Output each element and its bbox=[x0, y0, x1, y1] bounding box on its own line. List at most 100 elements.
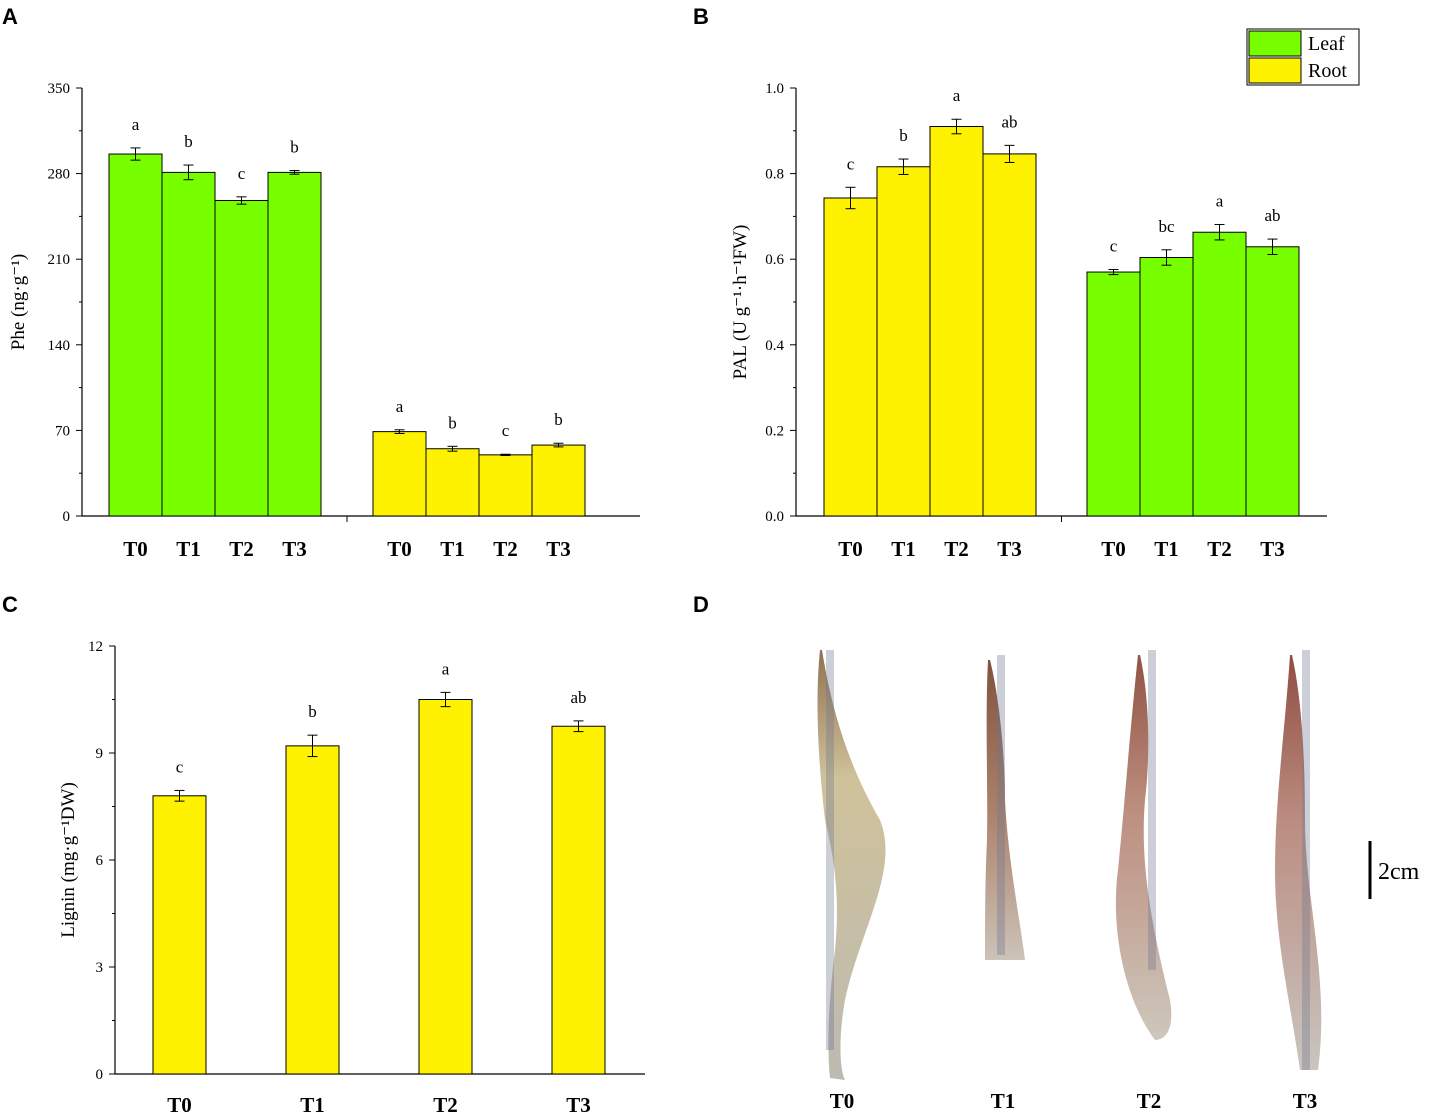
category-label: T1 bbox=[1154, 537, 1179, 561]
category-label: T1 bbox=[440, 537, 465, 561]
y-axis-title: PAL (U g⁻¹·h⁻¹FW) bbox=[730, 225, 751, 380]
bar bbox=[108, 153, 163, 517]
root-specimen-t3 bbox=[1275, 650, 1322, 1070]
category-label: T0 bbox=[387, 537, 412, 561]
significance-letter: ab bbox=[570, 688, 586, 707]
significance-letter: a bbox=[442, 659, 450, 678]
chart-pal: 0.0 0.2 0.4 0.6 0.8 1.0 PAL (U g⁻¹·h⁻¹FW) c T0 b T… bbox=[730, 81, 1327, 561]
y-tick-label: 0 bbox=[63, 509, 71, 525]
significance-letter: c bbox=[502, 421, 510, 440]
significance-letter: c bbox=[238, 164, 246, 183]
bar bbox=[551, 725, 606, 1075]
significance-letter: b bbox=[290, 138, 299, 157]
category-label: T3 bbox=[1260, 537, 1285, 561]
category-label: T2 bbox=[944, 537, 969, 561]
photo-label-t2: T2 bbox=[1137, 1089, 1162, 1113]
y-tick-label: 1.0 bbox=[765, 81, 784, 97]
y-tick-label: 0.2 bbox=[765, 423, 784, 439]
y-axis-title: Lignin (mg·g⁻¹DW) bbox=[58, 782, 79, 938]
y-tick-label: 140 bbox=[48, 338, 71, 354]
bar bbox=[1086, 271, 1141, 517]
y-tick-label: 6 bbox=[96, 853, 104, 869]
root-specimen-t1 bbox=[985, 655, 1025, 960]
panel-label-d: D bbox=[693, 592, 709, 617]
root-photo: 2cm T0 T1 T2 T3 bbox=[817, 650, 1420, 1113]
panel-label-a: A bbox=[2, 4, 18, 29]
photo-label-t0: T0 bbox=[830, 1089, 855, 1113]
y-tick-label: 0.0 bbox=[765, 509, 784, 525]
y-tick-label: 0 bbox=[96, 1067, 104, 1083]
bar bbox=[531, 444, 586, 517]
root-specimen-t0 bbox=[817, 650, 886, 1080]
chart-lignin: 0 3 6 9 12 Lignin (mg·g⁻¹DW) c T0 b T1 a T2 ab T3 bbox=[58, 639, 645, 1113]
category-label: T2 bbox=[1207, 537, 1232, 561]
significance-letter: a bbox=[953, 86, 961, 105]
significance-letter: a bbox=[132, 115, 140, 134]
bar bbox=[161, 171, 216, 517]
y-tick-label: 0.4 bbox=[765, 338, 784, 354]
category-label: T3 bbox=[997, 537, 1022, 561]
y-tick-label: 9 bbox=[96, 746, 104, 762]
bar bbox=[152, 795, 207, 1075]
y-tick-label: 350 bbox=[48, 81, 71, 97]
photo-label-t1: T1 bbox=[991, 1089, 1016, 1113]
legend-swatch-leaf bbox=[1248, 30, 1302, 57]
y-axis-title: Phe (ng·g⁻¹) bbox=[8, 254, 29, 350]
category-label: T3 bbox=[282, 537, 307, 561]
legend-swatch-root bbox=[1248, 57, 1302, 84]
bar bbox=[372, 431, 427, 517]
bar bbox=[982, 153, 1037, 517]
bar bbox=[418, 699, 473, 1075]
category-label: T0 bbox=[838, 537, 863, 561]
bar bbox=[478, 454, 533, 517]
significance-letter: b bbox=[308, 702, 317, 721]
root-specimen-t2 bbox=[1115, 650, 1172, 1040]
significance-letter: c bbox=[176, 757, 184, 776]
significance-letter: c bbox=[1110, 236, 1118, 255]
category-label: T1 bbox=[176, 537, 201, 561]
category-label: T1 bbox=[300, 1093, 325, 1113]
category-label: T3 bbox=[566, 1093, 591, 1113]
significance-letter: ab bbox=[1001, 112, 1017, 131]
category-label: T0 bbox=[167, 1093, 192, 1113]
bar bbox=[876, 166, 931, 517]
significance-letter: c bbox=[847, 154, 855, 173]
bar bbox=[285, 745, 340, 1075]
chart-phe: 0 70 140 210 280 350 Phe (ng·g⁻¹) a T0 b T1 c T2 b T3 a… bbox=[8, 81, 640, 561]
bar bbox=[1139, 256, 1194, 517]
y-tick-label: 0.6 bbox=[765, 252, 784, 268]
category-label: T2 bbox=[229, 537, 254, 561]
bar bbox=[267, 171, 322, 517]
y-tick-label: 3 bbox=[96, 960, 104, 976]
category-label: T0 bbox=[123, 537, 148, 561]
significance-letter: b bbox=[899, 126, 908, 145]
category-label: T1 bbox=[891, 537, 916, 561]
category-label: T0 bbox=[1101, 537, 1126, 561]
y-tick-label: 0.8 bbox=[765, 167, 784, 183]
category-label: T2 bbox=[433, 1093, 458, 1113]
significance-letter: b bbox=[448, 413, 457, 432]
scale-label: 2cm bbox=[1378, 859, 1420, 885]
y-tick-label: 210 bbox=[48, 252, 71, 268]
significance-letter: ab bbox=[1264, 206, 1280, 225]
bar bbox=[823, 197, 878, 517]
bar bbox=[1192, 231, 1247, 517]
significance-letter: a bbox=[1216, 192, 1224, 211]
y-tick-label: 70 bbox=[55, 423, 70, 439]
legend-label-root: Root bbox=[1308, 60, 1347, 82]
bar bbox=[1245, 246, 1300, 517]
bar bbox=[929, 126, 984, 517]
significance-letter: bc bbox=[1158, 217, 1175, 236]
significance-letter: b bbox=[184, 132, 193, 151]
y-tick-label: 280 bbox=[48, 167, 71, 183]
bar bbox=[425, 448, 480, 517]
bar bbox=[214, 200, 269, 517]
category-label: T2 bbox=[493, 537, 518, 561]
significance-letter: a bbox=[396, 397, 404, 416]
y-tick-label: 12 bbox=[88, 639, 103, 655]
significance-letter: b bbox=[554, 410, 563, 429]
photo-label-t3: T3 bbox=[1293, 1089, 1318, 1113]
legend-label-leaf: Leaf bbox=[1308, 33, 1345, 55]
category-label: T3 bbox=[546, 537, 571, 561]
